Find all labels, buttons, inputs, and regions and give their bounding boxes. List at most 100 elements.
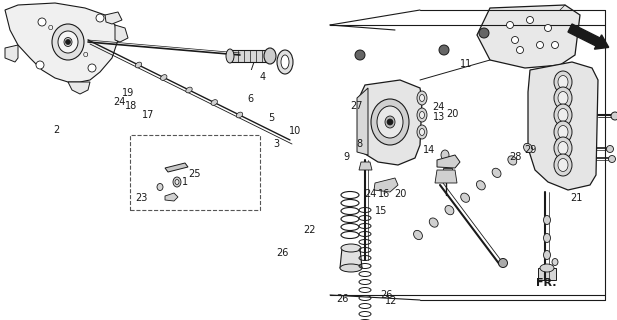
Text: 26: 26 — [381, 290, 393, 300]
Ellipse shape — [554, 121, 572, 143]
Circle shape — [387, 119, 393, 125]
Ellipse shape — [417, 108, 427, 122]
Text: 24: 24 — [114, 97, 126, 108]
Circle shape — [507, 21, 513, 28]
Text: FR.: FR. — [536, 278, 557, 288]
Ellipse shape — [554, 87, 572, 109]
Text: 12: 12 — [385, 296, 397, 306]
Text: 3: 3 — [273, 139, 280, 149]
Text: 24: 24 — [365, 188, 377, 199]
Ellipse shape — [524, 143, 532, 153]
Text: 5: 5 — [268, 113, 275, 124]
Circle shape — [88, 64, 96, 72]
Ellipse shape — [429, 218, 438, 227]
Ellipse shape — [554, 154, 572, 176]
Text: 28: 28 — [510, 152, 522, 162]
Ellipse shape — [552, 259, 558, 266]
Ellipse shape — [554, 71, 572, 93]
Circle shape — [611, 112, 617, 120]
Circle shape — [499, 259, 508, 268]
Circle shape — [36, 61, 44, 69]
Text: 22: 22 — [304, 225, 316, 236]
Ellipse shape — [558, 158, 568, 172]
Circle shape — [479, 28, 489, 38]
Text: 18: 18 — [125, 100, 138, 111]
Polygon shape — [437, 155, 460, 168]
FancyArrow shape — [568, 24, 609, 49]
Ellipse shape — [340, 264, 362, 272]
Text: 17: 17 — [142, 110, 154, 120]
Polygon shape — [359, 162, 372, 170]
Ellipse shape — [236, 112, 242, 118]
Ellipse shape — [277, 50, 293, 74]
Ellipse shape — [157, 183, 163, 190]
Text: 21: 21 — [571, 193, 583, 204]
Text: 1: 1 — [182, 177, 188, 188]
Text: 16: 16 — [378, 188, 390, 199]
Ellipse shape — [264, 48, 276, 64]
Circle shape — [607, 146, 613, 153]
Circle shape — [65, 39, 70, 44]
Circle shape — [552, 42, 558, 49]
Polygon shape — [477, 5, 580, 68]
Text: 15: 15 — [375, 206, 387, 216]
Polygon shape — [230, 50, 270, 62]
Ellipse shape — [385, 116, 395, 128]
Ellipse shape — [558, 76, 568, 89]
Text: 9: 9 — [343, 152, 349, 162]
Polygon shape — [340, 248, 362, 268]
Polygon shape — [374, 178, 398, 192]
Text: 4: 4 — [259, 72, 265, 82]
Polygon shape — [68, 82, 90, 94]
Polygon shape — [165, 193, 178, 201]
Text: 19: 19 — [122, 88, 135, 98]
Text: 8: 8 — [356, 139, 362, 149]
Polygon shape — [528, 62, 598, 190]
Ellipse shape — [211, 100, 217, 105]
Text: 27: 27 — [350, 100, 362, 111]
Ellipse shape — [58, 31, 78, 53]
Polygon shape — [357, 88, 368, 155]
Circle shape — [516, 46, 523, 53]
Text: 2: 2 — [54, 124, 60, 135]
Polygon shape — [443, 168, 452, 178]
Text: 10: 10 — [289, 126, 301, 136]
Ellipse shape — [492, 168, 501, 178]
Text: 6: 6 — [247, 94, 254, 104]
Text: 26: 26 — [336, 294, 349, 304]
Circle shape — [537, 42, 544, 49]
Text: 23: 23 — [136, 193, 148, 204]
Text: 11: 11 — [460, 59, 472, 69]
Ellipse shape — [461, 193, 470, 202]
Circle shape — [526, 17, 534, 23]
Ellipse shape — [420, 94, 424, 101]
Ellipse shape — [540, 264, 554, 272]
Text: 29: 29 — [524, 145, 537, 156]
Ellipse shape — [186, 87, 193, 93]
Ellipse shape — [554, 104, 572, 126]
Ellipse shape — [417, 91, 427, 105]
Ellipse shape — [135, 62, 142, 68]
Ellipse shape — [508, 156, 516, 165]
Ellipse shape — [417, 125, 427, 139]
Text: 26: 26 — [276, 248, 289, 258]
Ellipse shape — [420, 111, 424, 118]
Ellipse shape — [377, 106, 403, 138]
Ellipse shape — [544, 251, 550, 260]
Circle shape — [608, 156, 616, 163]
Polygon shape — [358, 80, 422, 165]
Polygon shape — [105, 12, 122, 24]
Ellipse shape — [558, 141, 568, 155]
Text: 24: 24 — [432, 102, 444, 112]
Text: O: O — [48, 25, 52, 31]
Polygon shape — [5, 3, 118, 82]
Text: 25: 25 — [188, 169, 201, 180]
Ellipse shape — [64, 37, 72, 46]
Polygon shape — [5, 45, 18, 62]
Circle shape — [544, 25, 552, 31]
Ellipse shape — [341, 244, 361, 252]
Polygon shape — [538, 268, 556, 280]
Ellipse shape — [160, 75, 167, 80]
Ellipse shape — [544, 215, 550, 225]
Ellipse shape — [554, 137, 572, 159]
